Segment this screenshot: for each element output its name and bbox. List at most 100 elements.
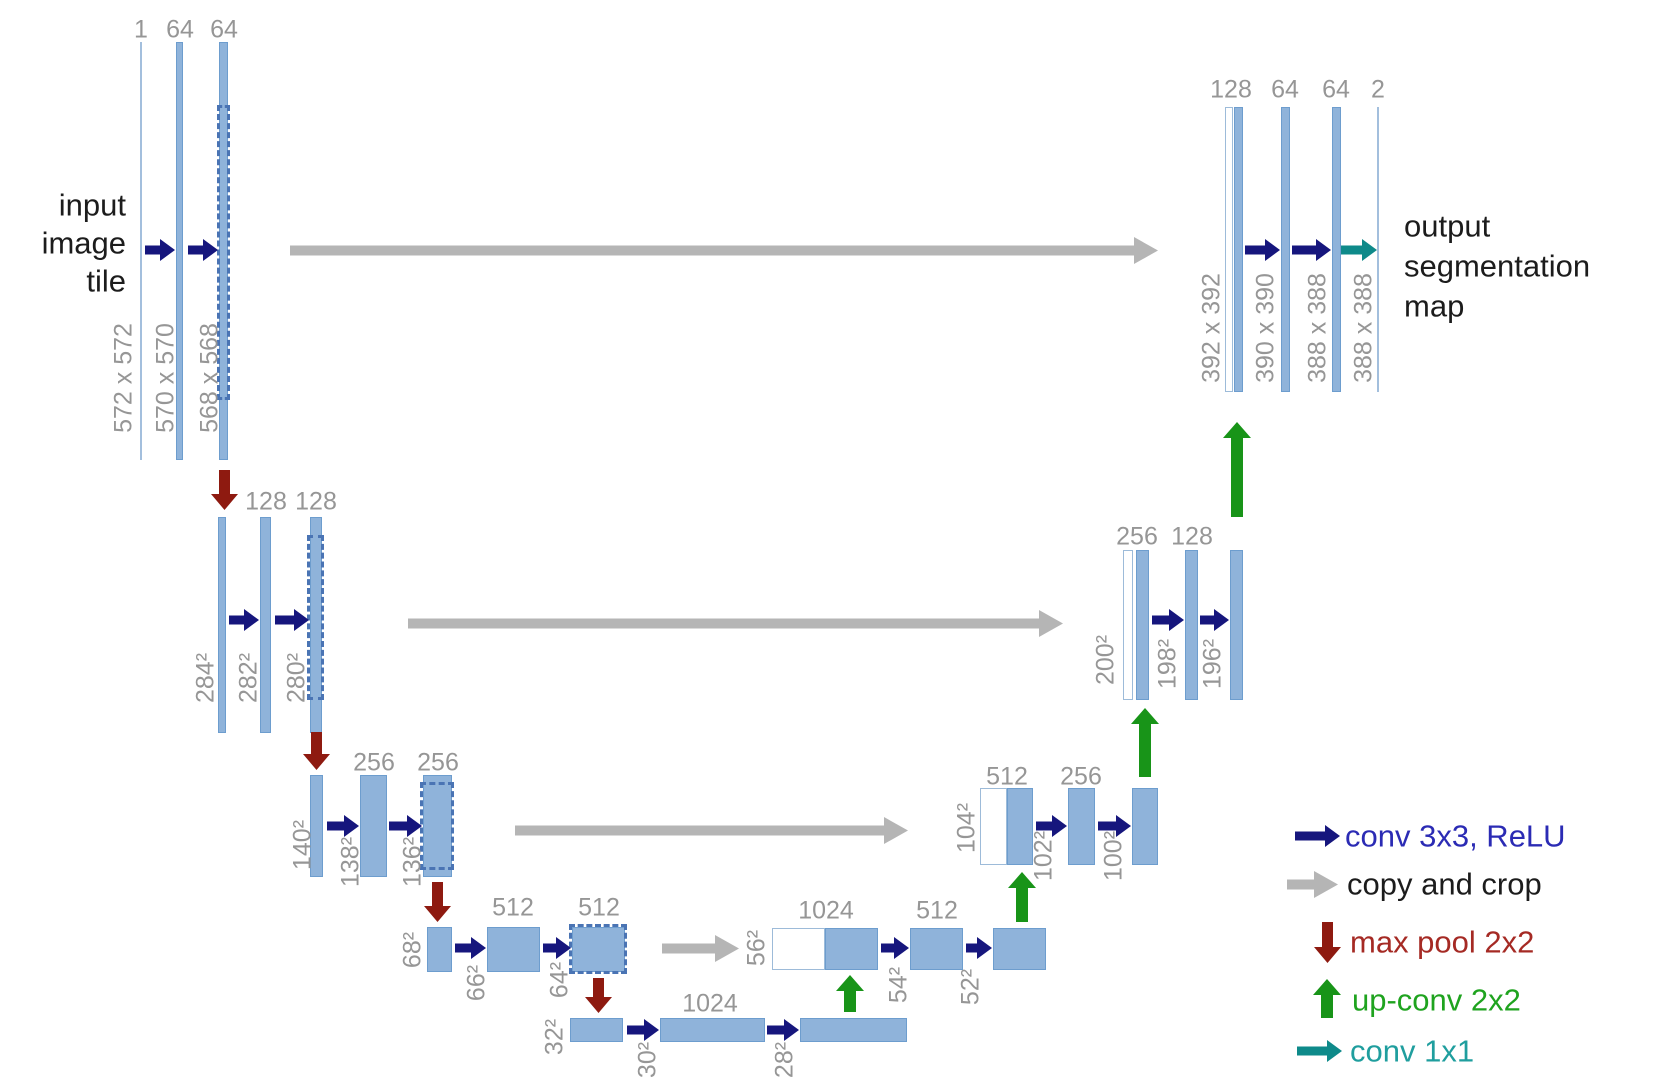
dim-label: 390 x 390 <box>1251 273 1280 383</box>
dec4-copied-bar <box>772 928 825 970</box>
dim-label: 282² <box>234 652 263 704</box>
dim-label: 284² <box>191 652 220 704</box>
channel-label: 128 <box>295 487 337 516</box>
upconv-arrow <box>1223 422 1251 517</box>
output-caption-line: output <box>1404 208 1491 244</box>
dec2-upconv-bar <box>1136 550 1149 700</box>
channel-label: 512 <box>986 762 1028 791</box>
dim-label: 66² <box>462 964 491 1002</box>
conv3x3-arrow <box>275 609 309 631</box>
legend-conv1x1-arrow <box>1297 1040 1342 1062</box>
dec4-conv2-bar <box>993 928 1046 970</box>
channel-label: 1024 <box>682 989 738 1018</box>
dim-label: 198² <box>1153 638 1182 690</box>
channel-label: 256 <box>1116 522 1158 551</box>
conv3x3-arrow <box>1098 815 1131 837</box>
input-caption-line: image <box>41 225 126 261</box>
enc1-conv1-bar <box>176 42 183 460</box>
bottleneck-conv2-bar <box>800 1018 907 1042</box>
channel-label: 1024 <box>798 896 854 925</box>
output-caption-line: map <box>1404 288 1465 324</box>
conv3x3-arrow <box>188 239 218 261</box>
channel-label: 2 <box>1371 75 1385 104</box>
dim-label: 138² <box>336 836 365 888</box>
dim-label: 104² <box>952 802 981 854</box>
dim-label: 32² <box>540 1018 569 1056</box>
dim-label: 392 x 392 <box>1197 273 1226 383</box>
channel-label: 512 <box>916 896 958 925</box>
bottleneck-pool-bar <box>570 1018 623 1042</box>
dec1-conv2-bar <box>1332 107 1341 392</box>
legend-conv3x3-label: conv 3x3, ReLU <box>1345 818 1566 854</box>
channel-label: 64 <box>1322 75 1350 104</box>
input-caption-line: tile <box>86 263 126 299</box>
dim-label: 280² <box>282 652 311 704</box>
conv3x3-arrow <box>1036 815 1067 837</box>
dim-label: 388 x 388 <box>1349 273 1378 383</box>
legend-upconv-label: up-conv 2x2 <box>1352 982 1521 1018</box>
channel-label: 256 <box>417 748 459 777</box>
legend-conv3x3-arrow <box>1295 825 1340 847</box>
enc4-pool-bar <box>427 927 452 972</box>
bottleneck-conv1-bar <box>660 1018 765 1042</box>
legend-maxpool-arrow <box>1313 922 1341 963</box>
dim-label: 140² <box>288 819 317 871</box>
copy-crop-arrow <box>290 236 1158 264</box>
dec2-copied-bar <box>1123 550 1133 700</box>
input-caption-line: input <box>58 187 126 223</box>
legend-maxpool-label: max pool 2x2 <box>1350 924 1535 960</box>
dec3-conv2-bar <box>1132 788 1158 865</box>
copy-crop-arrow <box>515 816 908 844</box>
dim-label: 30² <box>633 1041 662 1079</box>
maxpool-arrow <box>302 732 330 770</box>
maxpool-arrow <box>584 978 612 1013</box>
enc2-conv1-bar <box>260 517 271 733</box>
conv3x3-arrow <box>229 609 259 631</box>
conv3x3-arrow <box>1152 609 1184 631</box>
conv1x1-arrow <box>1341 239 1377 261</box>
channel-label: 512 <box>492 893 534 922</box>
conv3x3-arrow <box>145 239 175 261</box>
dim-label: 68² <box>398 931 427 969</box>
dec1-conv1-bar <box>1281 107 1290 392</box>
dim-label: 570 x 570 <box>151 323 180 433</box>
dec3-conv1-bar <box>1068 788 1095 865</box>
dec4-upconv-bar <box>825 928 878 970</box>
channel-label: 64 <box>1271 75 1299 104</box>
dim-label: 54² <box>884 966 913 1004</box>
channel-label: 128 <box>245 487 287 516</box>
conv3x3-arrow <box>1292 239 1331 261</box>
dec1-output-line <box>1377 107 1379 392</box>
dim-label: 568 x 568 <box>195 323 224 433</box>
conv3x3-arrow <box>881 937 909 959</box>
dim-label: 100² <box>1099 830 1128 882</box>
dec3-upconv-bar <box>1007 788 1033 865</box>
dim-label: 572 x 572 <box>109 323 138 433</box>
conv3x3-arrow <box>966 937 992 959</box>
upconv-arrow <box>836 975 864 1012</box>
crop-region-level2 <box>307 535 324 700</box>
channel-label: 256 <box>1060 762 1102 791</box>
channel-label: 512 <box>578 893 620 922</box>
conv3x3-arrow <box>543 937 571 959</box>
dim-label: 200² <box>1091 634 1120 686</box>
enc3-conv1-bar <box>360 775 387 877</box>
upconv-arrow <box>1131 708 1159 777</box>
enc4-conv1-bar <box>487 927 540 972</box>
conv3x3-arrow <box>389 815 422 837</box>
enc2-pool-bar <box>218 517 226 733</box>
dec2-conv1-bar <box>1185 550 1198 700</box>
dim-label: 52² <box>956 968 985 1006</box>
copy-crop-arrow <box>662 934 739 962</box>
upconv-arrow <box>1008 872 1036 922</box>
channel-label: 128 <box>1210 75 1252 104</box>
conv3x3-arrow <box>327 815 359 837</box>
dim-label: 136² <box>398 836 427 888</box>
legend-upconv-arrow <box>1313 979 1341 1018</box>
legend-conv1x1-label: conv 1x1 <box>1350 1033 1475 1069</box>
maxpool-arrow <box>423 882 451 922</box>
copy-crop-arrow <box>408 609 1063 637</box>
dim-label: 56² <box>742 929 771 967</box>
enc1-input-line <box>140 42 142 460</box>
dec4-conv1-bar <box>910 928 963 970</box>
